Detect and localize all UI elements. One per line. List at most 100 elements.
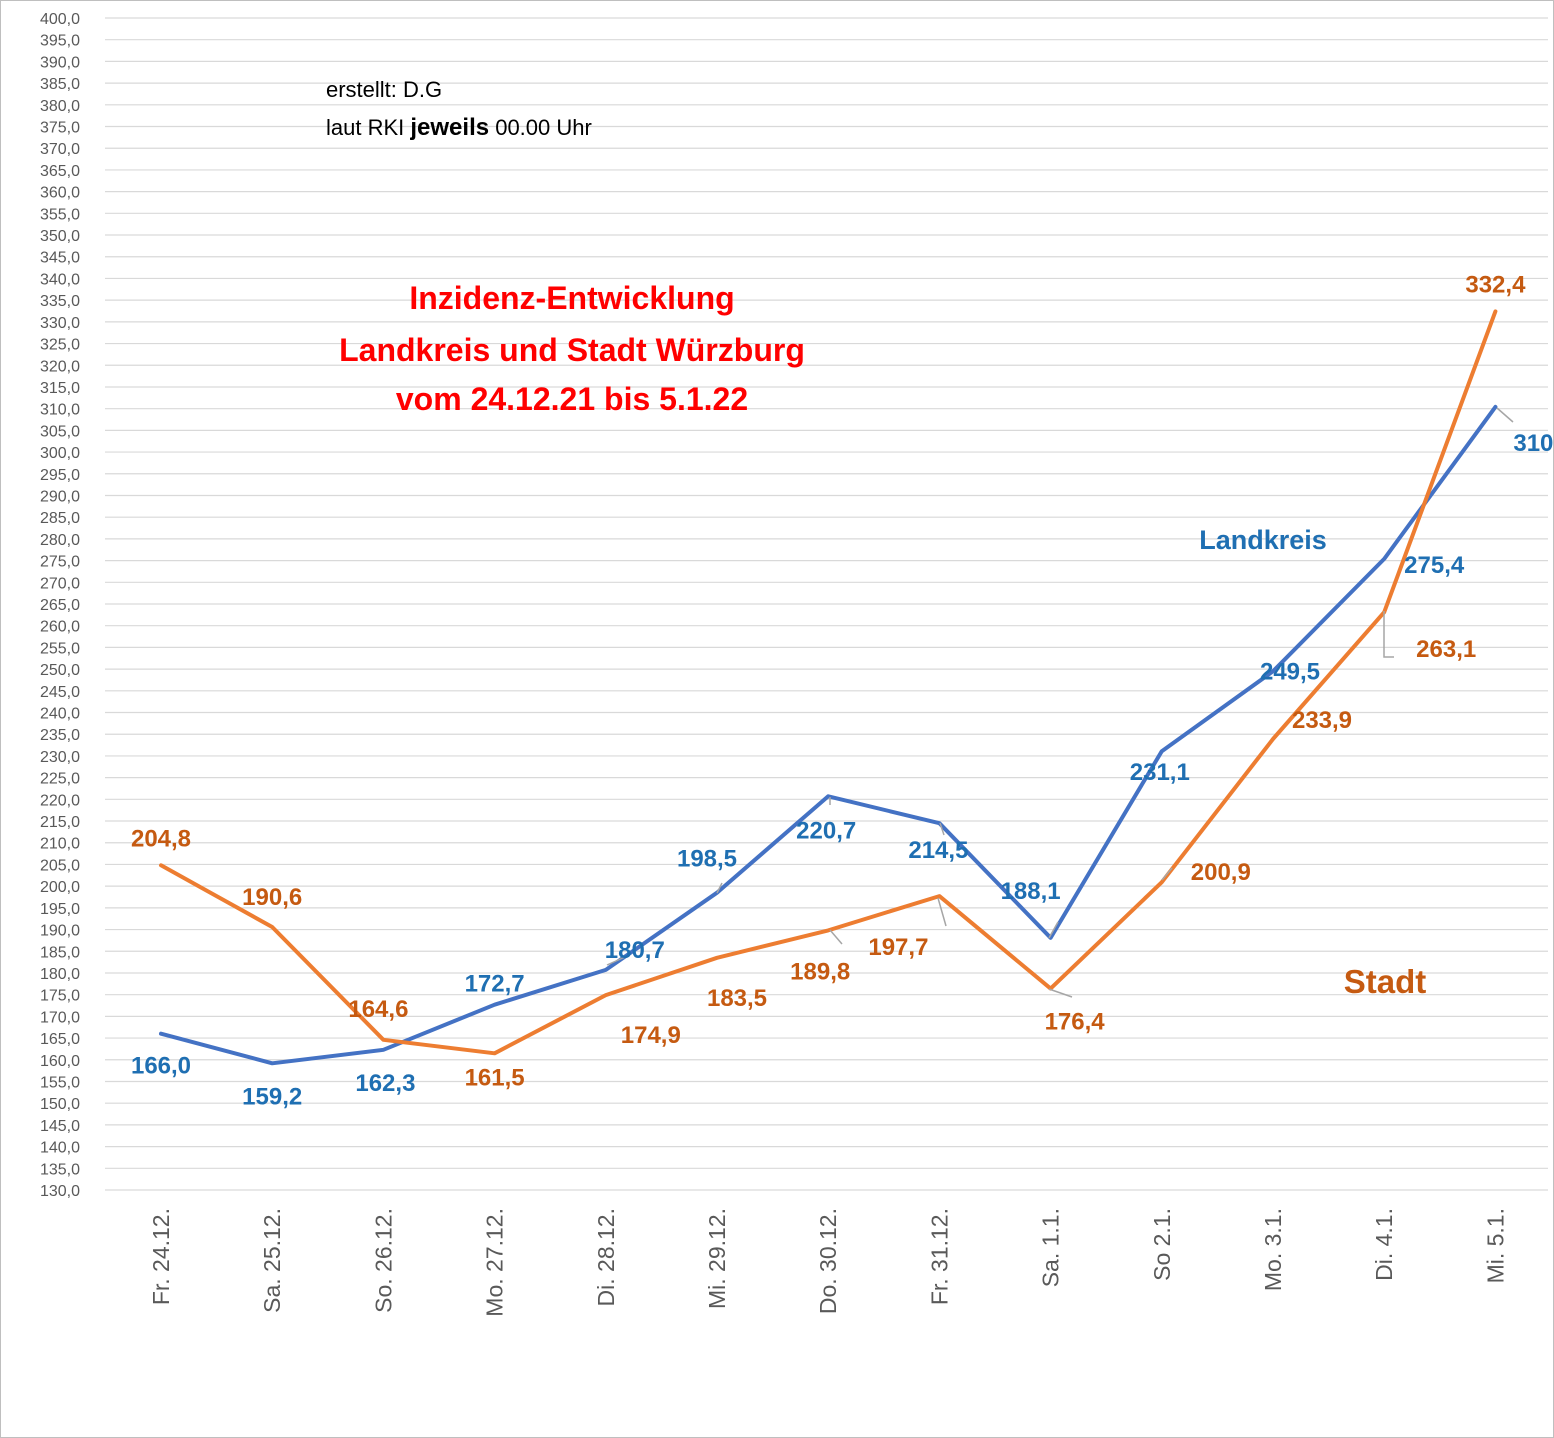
y-tick-label: 170,0 (40, 1009, 80, 1026)
data-label-landkreis: 159,2 (242, 1083, 302, 1110)
y-tick-label: 300,0 (40, 445, 80, 462)
y-tick-label: 370,0 (40, 141, 80, 158)
y-tick-label: 220,0 (40, 792, 80, 809)
x-tick-label: Fr. 24.12. (148, 1208, 174, 1305)
y-tick-label: 305,0 (40, 423, 80, 440)
chart-title-line-3: vom 24.12.21 bis 5.1.22 (396, 381, 748, 417)
label-leader-lines (606, 407, 1514, 998)
y-tick-label: 400,0 (40, 11, 80, 28)
data-label-stadt: 174,9 (621, 1022, 681, 1049)
y-tick-label: 345,0 (40, 250, 80, 267)
label-leader-line (937, 897, 947, 927)
x-tick-label: Mo. 27.12. (482, 1208, 508, 1317)
y-tick-label: 355,0 (40, 206, 80, 223)
y-tick-label: 160,0 (40, 1053, 80, 1070)
data-label-stadt: 183,5 (707, 985, 767, 1012)
data-label-landkreis: 275,4 (1404, 552, 1465, 579)
y-tick-label: 155,0 (40, 1074, 80, 1091)
x-tick-label: Mo. 3.1. (1260, 1208, 1286, 1291)
note-created-by: erstellt: D.G (326, 77, 442, 102)
y-tick-label: 165,0 (40, 1031, 80, 1048)
data-label-stadt: 176,4 (1045, 1009, 1106, 1036)
y-tick-label: 230,0 (40, 749, 80, 766)
y-tick-label: 275,0 (40, 554, 80, 571)
y-tick-label: 265,0 (40, 597, 80, 614)
y-tick-label: 185,0 (40, 944, 80, 961)
data-label-landkreis: 198,5 (677, 846, 737, 873)
y-tick-label: 180,0 (40, 966, 80, 983)
y-tick-label: 200,0 (40, 879, 80, 896)
y-tick-label: 145,0 (40, 1118, 80, 1135)
y-tick-label: 195,0 (40, 901, 80, 918)
y-tick-label: 280,0 (40, 532, 80, 549)
label-leader-line (1048, 988, 1073, 998)
y-tick-label: 205,0 (40, 857, 80, 874)
x-tick-label: So 2.1. (1149, 1208, 1175, 1281)
note-source: laut RKI jeweils 00.00 Uhr (326, 114, 592, 141)
y-tick-label: 190,0 (40, 923, 80, 940)
y-tick-label: 150,0 (40, 1096, 80, 1113)
y-tick-label: 235,0 (40, 727, 80, 744)
data-label-landkreis: 220,7 (796, 817, 856, 844)
series-name-landkreis: Landkreis (1199, 525, 1327, 555)
data-label-landkreis: 310,4 (1513, 430, 1554, 457)
data-label-landkreis: 249,5 (1260, 658, 1320, 685)
data-label-stadt: 233,9 (1292, 707, 1352, 734)
data-label-stadt: 263,1 (1416, 636, 1476, 663)
data-label-stadt: 204,8 (131, 825, 191, 852)
y-tick-label: 260,0 (40, 619, 80, 636)
note-source-suffix: 00.00 Uhr (489, 115, 592, 140)
note-source-prefix: laut RKI (326, 115, 410, 140)
y-tick-label: 310,0 (40, 402, 80, 419)
data-label-stadt: 161,5 (465, 1064, 525, 1091)
y-tick-label: 330,0 (40, 315, 80, 332)
series-name-stadt: Stadt (1344, 963, 1427, 1000)
y-tick-label: 360,0 (40, 185, 80, 202)
y-axis-ticks: 130,0 135,0 140,0 145,0 150,0 155,0 160,0 165,0… (40, 11, 80, 1200)
y-tick-label: 250,0 (40, 662, 80, 679)
data-label-stadt: 164,6 (348, 996, 408, 1023)
y-tick-label: 395,0 (40, 33, 80, 50)
y-tick-label: 335,0 (40, 293, 80, 310)
data-label-landkreis: 162,3 (355, 1070, 415, 1097)
label-leader-line (1161, 867, 1173, 881)
chart-title-line-2: Landkreis und Stadt Würzburg (339, 332, 805, 368)
x-tick-label: Di. 4.1. (1371, 1208, 1397, 1281)
y-tick-label: 325,0 (40, 337, 80, 354)
y-tick-label: 240,0 (40, 706, 80, 723)
label-leader-line (829, 929, 843, 945)
series-lines (159, 309, 1498, 1066)
x-tick-label: Sa. 25.12. (259, 1208, 285, 1313)
y-tick-label: 320,0 (40, 358, 80, 375)
x-tick-label: Mi. 29.12. (704, 1208, 730, 1309)
y-tick-label: 130,0 (40, 1183, 80, 1200)
data-label-landkreis: 188,1 (1001, 878, 1061, 905)
y-tick-label: 140,0 (40, 1140, 80, 1157)
y-tick-label: 380,0 (40, 98, 80, 115)
label-leader-line (1383, 611, 1394, 658)
y-tick-label: 135,0 (40, 1161, 80, 1178)
y-tick-label: 390,0 (40, 54, 80, 71)
y-tick-label: 285,0 (40, 510, 80, 527)
y-tick-label: 340,0 (40, 271, 80, 288)
x-tick-label: Do. 30.12. (815, 1208, 841, 1314)
y-tick-label: 350,0 (40, 228, 80, 245)
y-tick-label: 245,0 (40, 684, 80, 701)
y-tick-label: 385,0 (40, 76, 80, 93)
label-leader-line (606, 956, 626, 966)
note-source-bold: jeweils (409, 114, 489, 141)
x-tick-label: Mi. 5.1. (1482, 1208, 1508, 1283)
y-tick-label: 225,0 (40, 771, 80, 788)
series-line-stadt (159, 309, 1498, 1056)
x-tick-label: Sa. 1.1. (1038, 1208, 1064, 1287)
data-label-stadt: 190,6 (242, 884, 302, 911)
x-tick-label: So. 26.12. (370, 1208, 396, 1313)
x-axis-ticks: Fr. 24.12. Sa. 25.12. So. 26.12. Mo. 27.12.… (148, 1208, 1508, 1317)
label-leader-line (1048, 921, 1059, 939)
data-label-landkreis: 166,0 (131, 1053, 191, 1080)
x-tick-label: Fr. 31.12. (926, 1208, 952, 1305)
label-leader-line (1496, 407, 1514, 423)
y-tick-label: 215,0 (40, 814, 80, 831)
y-tick-label: 295,0 (40, 467, 80, 484)
